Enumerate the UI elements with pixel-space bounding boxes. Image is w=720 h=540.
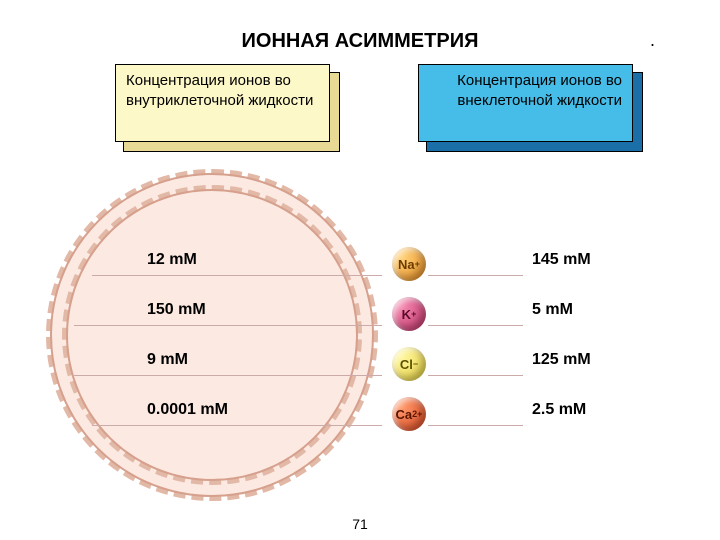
outside-line — [428, 325, 523, 326]
page-title: ИОННАЯ АСИММЕТРИЯ — [0, 30, 720, 53]
diagram-area: 12 mM Na+ 145 mM 150 mM K+ 5 mM 9 mM Cl− 125 mM 0… — [52, 175, 682, 515]
ion-sphere-cl: Cl− — [392, 347, 426, 381]
inside-value: 150 mM — [147, 301, 206, 319]
inside-line — [92, 275, 382, 276]
outside-line — [428, 275, 523, 276]
outside-value: 145 mM — [532, 251, 591, 269]
outside-line — [428, 425, 523, 426]
intracellular-box: Концентрация ионов во внутриклеточной жи… — [115, 64, 330, 142]
extracellular-box: Концентрация ионов во внеклеточной жидко… — [418, 64, 633, 142]
ion-sphere-na: Na+ — [392, 247, 426, 281]
inside-value: 12 mM — [147, 251, 197, 269]
inside-line — [92, 425, 382, 426]
inside-line — [74, 325, 382, 326]
page-number: 71 — [0, 516, 720, 532]
ion-sphere-k: K+ — [392, 297, 426, 331]
outside-line — [428, 375, 523, 376]
inside-value: 0.0001 mM — [147, 401, 228, 419]
ion-row-ca2: 0.0001 mM Ca2+ 2.5 mM — [52, 395, 682, 431]
membrane-ring-inner — [66, 189, 358, 481]
cell-body — [52, 175, 372, 495]
box-front-right: Концентрация ионов во внеклеточной жидко… — [418, 64, 633, 142]
box-front-left: Концентрация ионов во внутриклеточной жи… — [115, 64, 330, 142]
inside-line — [74, 375, 382, 376]
ion-sphere-ca2: Ca2+ — [392, 397, 426, 431]
outside-value: 2.5 mM — [532, 401, 586, 419]
inside-value: 9 mM — [147, 351, 188, 369]
ion-row-na: 12 mM Na+ 145 mM — [52, 245, 682, 281]
ion-row-cl: 9 mM Cl− 125 mM — [52, 345, 682, 381]
outside-value: 125 mM — [532, 351, 591, 369]
outside-value: 5 mM — [532, 301, 573, 319]
ion-row-k: 150 mM K+ 5 mM — [52, 295, 682, 331]
